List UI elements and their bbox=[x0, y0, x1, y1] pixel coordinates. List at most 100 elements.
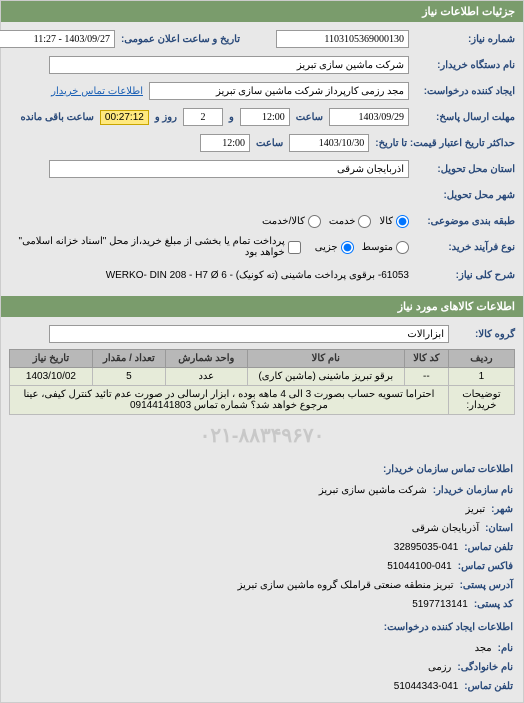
reply-date-field bbox=[329, 108, 409, 126]
province: آذربایجان شرقی bbox=[412, 519, 479, 538]
city: تبریز bbox=[466, 500, 486, 519]
city-label: شهر: bbox=[491, 500, 513, 519]
delivery-city-label: شهر محل تحویل: bbox=[415, 190, 515, 201]
group-field bbox=[49, 325, 449, 343]
radio-service[interactable] bbox=[358, 215, 371, 228]
org-name-label: نام دستگاه خریدار: bbox=[415, 60, 515, 71]
reply-time-field bbox=[240, 108, 290, 126]
creator-header: اطلاعات ایجاد کننده درخواست: bbox=[11, 618, 513, 637]
radio-goods-service-item[interactable]: کالا/خدمت bbox=[262, 215, 321, 228]
details-panel: جزئیات اطلاعات نیاز شماره نیاز: تاریخ و … bbox=[0, 0, 524, 703]
datetime-label: تاریخ و ساعت اعلان عمومی: bbox=[121, 34, 240, 45]
td-row: 1 bbox=[448, 368, 514, 386]
th-row: ردیف bbox=[448, 350, 514, 368]
radio-major-item[interactable]: جزیی bbox=[315, 241, 354, 254]
th-name: نام کالا bbox=[247, 350, 404, 368]
creator-label: ایجاد کننده درخواست: bbox=[415, 86, 515, 97]
days-field bbox=[183, 108, 223, 126]
phone2-label: تلفن تماس: bbox=[464, 677, 513, 696]
items-area: گروه کالا: ردیف کد کالا نام کالا واحد شم… bbox=[1, 317, 523, 421]
fax: 51044100-041 bbox=[387, 557, 452, 576]
price-date-field bbox=[289, 134, 369, 152]
need-desc-text: 61053- برقوی پرداخت ماشینی (ته کونیک) - … bbox=[106, 270, 409, 281]
th-qty: تعداد / مقدار bbox=[92, 350, 165, 368]
org-name2-label: نام سازمان خریدار: bbox=[433, 481, 513, 500]
radio-minor-label: متوسط bbox=[362, 242, 393, 253]
row-creator: ایجاد کننده درخواست: اطلاعات تماس خریدار bbox=[9, 80, 515, 102]
org-name2: شرکت ماشین سازی تبریز bbox=[319, 481, 427, 500]
fname-label: نام: bbox=[498, 639, 513, 658]
row-need-number: شماره نیاز: تاریخ و ساعت اعلان عمومی: bbox=[9, 28, 515, 50]
payment-detail-item[interactable]: پرداخت تمام یا بخشی از مبلغ خرید،از محل … bbox=[9, 236, 301, 258]
watermark-phone: ۰۲۱-۸۸۳۴۹۶۷۰ bbox=[1, 421, 523, 450]
table-row: 1 -- برقو تبریز ماشینی (ماشین کاری) عدد … bbox=[10, 368, 515, 386]
category-label: طبقه بندی موضوعی: bbox=[415, 216, 515, 227]
need-number-label: شماره نیاز: bbox=[415, 34, 515, 45]
td-name: برقو تبریز ماشینی (ماشین کاری) bbox=[247, 368, 404, 386]
phone-label: تلفن تماس: bbox=[464, 538, 513, 557]
countdown: 00:27:12 bbox=[100, 110, 149, 125]
contact-info-block: اطلاعات تماس سازمان خریدار: نام سازمان خ… bbox=[1, 450, 523, 702]
postal: تبریز منطقه صنعتی قراملک گروه ماشین سازی… bbox=[238, 576, 454, 595]
buyer-notes-label: توضیحات خریدار: bbox=[448, 386, 514, 415]
payment-detail-label: پرداخت تمام یا بخشی از مبلغ خرید،از محل … bbox=[9, 236, 285, 258]
price-time-field bbox=[200, 134, 250, 152]
phone2: 51044343-041 bbox=[394, 677, 459, 696]
delivery-province-label: استان محل تحویل: bbox=[415, 164, 515, 175]
radio-minor[interactable] bbox=[396, 241, 409, 254]
phone1: 32895035-041 bbox=[394, 538, 459, 557]
and-label: و bbox=[229, 112, 234, 123]
td-unit: عدد bbox=[165, 368, 247, 386]
org-name-field bbox=[49, 56, 409, 74]
remaining-label: ساعت باقی مانده bbox=[21, 112, 94, 123]
postcode: 5197713141 bbox=[412, 595, 468, 614]
table-desc-row: توضیحات خریدار: احتراما تسویه حساب بصورت… bbox=[10, 386, 515, 415]
contact-link[interactable]: اطلاعات تماس خریدار bbox=[51, 86, 143, 97]
payment-label: نوع فرآیند خرید: bbox=[415, 242, 515, 253]
time-label-1: ساعت bbox=[296, 112, 323, 123]
day-and-label: روز و bbox=[155, 112, 177, 123]
fname: مجد bbox=[475, 639, 492, 658]
creator-field bbox=[149, 82, 409, 100]
radio-goods-item[interactable]: کالا bbox=[379, 215, 409, 228]
radio-goods-service[interactable] bbox=[308, 215, 321, 228]
row-need-desc: شرح کلی نیاز: 61053- برقوی پرداخت ماشینی… bbox=[9, 264, 515, 286]
payment-detail-checkbox[interactable] bbox=[288, 241, 301, 254]
contact-header: اطلاعات تماس سازمان خریدار: bbox=[11, 460, 513, 479]
row-org: نام دستگاه خریدار: bbox=[9, 54, 515, 76]
delivery-province-field bbox=[49, 160, 409, 178]
need-number-field bbox=[276, 30, 409, 48]
radio-goods-label: کالا bbox=[379, 216, 393, 227]
radio-major[interactable] bbox=[341, 241, 354, 254]
row-reply-deadline: مهلت ارسال پاسخ: ساعت و روز و 00:27:12 س… bbox=[9, 106, 515, 128]
row-delivery-province: استان محل تحویل: bbox=[9, 158, 515, 180]
radio-goods-service-label: کالا/خدمت bbox=[262, 216, 305, 227]
lname: رزمی bbox=[428, 658, 451, 677]
reply-deadline-label: مهلت ارسال پاسخ: bbox=[415, 112, 515, 123]
td-code: -- bbox=[404, 368, 448, 386]
table-header-row: ردیف کد کالا نام کالا واحد شمارش تعداد /… bbox=[10, 350, 515, 368]
items-table: ردیف کد کالا نام کالا واحد شمارش تعداد /… bbox=[9, 349, 515, 415]
row-delivery-city: شهر محل تحویل: bbox=[9, 184, 515, 206]
group-label: گروه کالا: bbox=[455, 329, 515, 340]
need-desc-label: شرح کلی نیاز: bbox=[415, 270, 515, 281]
datetime-field bbox=[0, 30, 115, 48]
lname-label: نام خانوادگی: bbox=[457, 658, 513, 677]
th-unit: واحد شمارش bbox=[165, 350, 247, 368]
postcode-label: کد پستی: bbox=[474, 595, 513, 614]
payment-radio-group: متوسط جزیی bbox=[315, 241, 409, 254]
province-label: استان: bbox=[485, 519, 513, 538]
items-header: اطلاعات کالاهای مورد نیاز bbox=[1, 296, 523, 317]
price-validity-label: حداکثر تاریخ اعتبار قیمت: تا تاریخ: bbox=[375, 138, 515, 149]
panel-title: جزئیات اطلاعات نیاز bbox=[1, 1, 523, 22]
buyer-notes-text: احتراما تسویه حساب بصورت 3 الی 4 ماهه بو… bbox=[10, 386, 449, 415]
row-category: طبقه بندی موضوعی: کالا خدمت کالا/خدمت bbox=[9, 210, 515, 232]
radio-service-item[interactable]: خدمت bbox=[329, 215, 372, 228]
td-date: 1403/10/02 bbox=[10, 368, 93, 386]
postal-label: آدرس پستی: bbox=[460, 576, 513, 595]
row-payment: نوع فرآیند خرید: متوسط جزیی پرداخت تمام … bbox=[9, 236, 515, 258]
radio-goods[interactable] bbox=[396, 215, 409, 228]
th-date: تاریخ نیاز bbox=[10, 350, 93, 368]
radio-minor-item[interactable]: متوسط bbox=[362, 241, 409, 254]
th-code: کد کالا bbox=[404, 350, 448, 368]
